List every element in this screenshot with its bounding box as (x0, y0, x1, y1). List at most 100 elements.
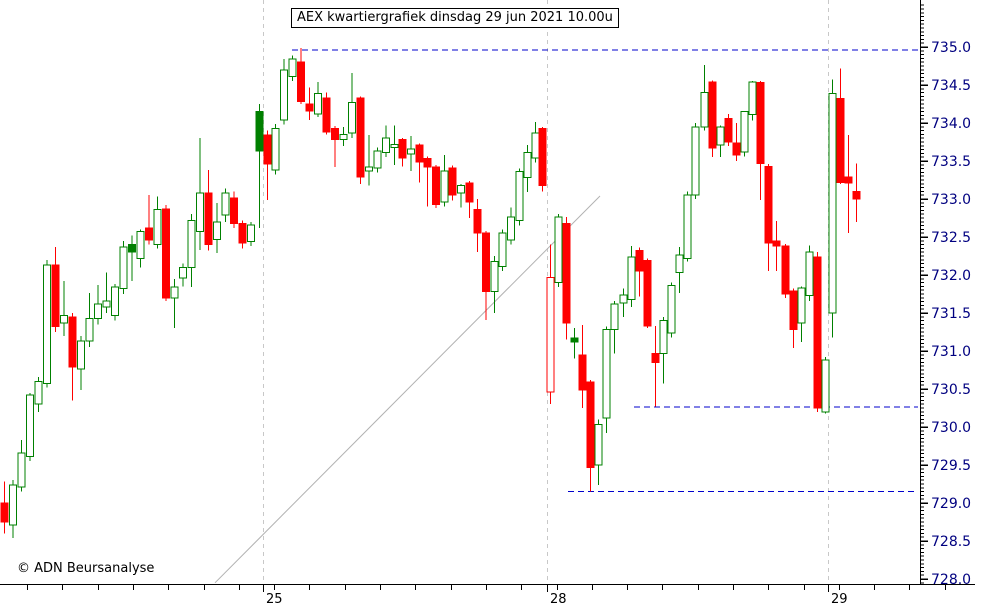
candle (789, 288, 798, 348)
trendline (214, 195, 601, 584)
candle (204, 170, 213, 251)
candle (365, 135, 373, 186)
y-axis-label: 731.0 (931, 344, 971, 360)
candle (9, 480, 17, 538)
candle (473, 199, 482, 253)
candle (635, 247, 644, 297)
y-axis-label: 729.0 (931, 496, 971, 512)
candle (407, 135, 415, 171)
candle (813, 252, 822, 412)
candle (740, 110, 749, 157)
candle (255, 104, 264, 228)
candle (627, 246, 636, 307)
candle (111, 284, 119, 321)
candle (170, 278, 179, 329)
candle (683, 191, 692, 262)
candle (619, 288, 628, 317)
candle (247, 221, 255, 247)
candle (594, 419, 603, 485)
candle (153, 196, 162, 249)
y-axis-label: 734.0 (931, 116, 971, 132)
candle (382, 125, 390, 158)
x-axis-day-label: 28 (550, 592, 567, 607)
candle (162, 205, 170, 301)
candle (448, 165, 457, 201)
candle (821, 357, 830, 414)
candle (675, 246, 684, 294)
candle (68, 313, 77, 401)
candle (60, 281, 68, 336)
y-axis-label: 733.0 (931, 192, 971, 208)
candle (356, 96, 365, 184)
candle (221, 188, 230, 222)
candle (432, 164, 440, 209)
candle (187, 214, 196, 288)
candle (230, 191, 238, 228)
candle (297, 47, 305, 104)
candle (772, 221, 781, 272)
candle (523, 145, 532, 193)
candle (691, 123, 700, 199)
candle (805, 245, 814, 301)
y-axis-label: 728.0 (931, 572, 971, 588)
candle (748, 81, 757, 121)
candle (554, 214, 563, 288)
candle (844, 135, 853, 234)
candle (659, 316, 668, 384)
candle (34, 376, 43, 412)
candle (836, 68, 845, 184)
y-axis-label: 732.5 (931, 230, 971, 246)
candle (348, 72, 356, 139)
copyright-label: © ADN Beursanalyse (17, 561, 155, 576)
candle (700, 65, 709, 131)
candle (271, 123, 280, 175)
candle (732, 123, 741, 161)
candle (179, 263, 187, 287)
candle (797, 286, 806, 342)
chart-title: AEX kwartiergrafiek dinsdag 29 jun 2021 … (297, 10, 613, 25)
candle (716, 125, 725, 158)
candle (498, 229, 507, 272)
candle (43, 259, 51, 388)
candle (102, 272, 111, 313)
candle (562, 217, 571, 340)
candle (440, 154, 449, 207)
candle (51, 246, 60, 332)
candle (136, 229, 145, 268)
candle (238, 220, 247, 249)
candle (398, 138, 407, 167)
y-axis-label: 730.5 (931, 382, 971, 398)
candle (756, 81, 765, 200)
candle (515, 168, 524, 226)
candle (708, 80, 717, 158)
candle (280, 59, 288, 125)
candle (538, 126, 547, 192)
candle (85, 293, 94, 348)
candle (196, 138, 204, 250)
candle (145, 195, 153, 245)
candle (651, 325, 660, 407)
y-axis-label: 730.0 (931, 420, 971, 436)
candle (546, 244, 555, 405)
candle (314, 81, 322, 117)
chart-title-box: AEX kwartiergrafiek dinsdag 29 jun 2021 … (291, 8, 619, 28)
candle (667, 282, 676, 338)
candle (610, 300, 619, 354)
candle (764, 164, 773, 272)
candle (26, 392, 34, 462)
candle (465, 180, 474, 218)
x-axis-day-label: 25 (266, 592, 283, 607)
candle (415, 143, 424, 183)
candle (586, 379, 595, 492)
candle (288, 55, 297, 82)
y-axis-label: 733.5 (931, 154, 971, 170)
candle (852, 163, 861, 222)
candle (423, 156, 432, 207)
candle (77, 335, 85, 390)
candle (457, 183, 465, 208)
candle (263, 130, 272, 200)
candle (643, 258, 652, 329)
y-axis-label: 728.5 (931, 534, 971, 550)
candle (602, 326, 611, 434)
